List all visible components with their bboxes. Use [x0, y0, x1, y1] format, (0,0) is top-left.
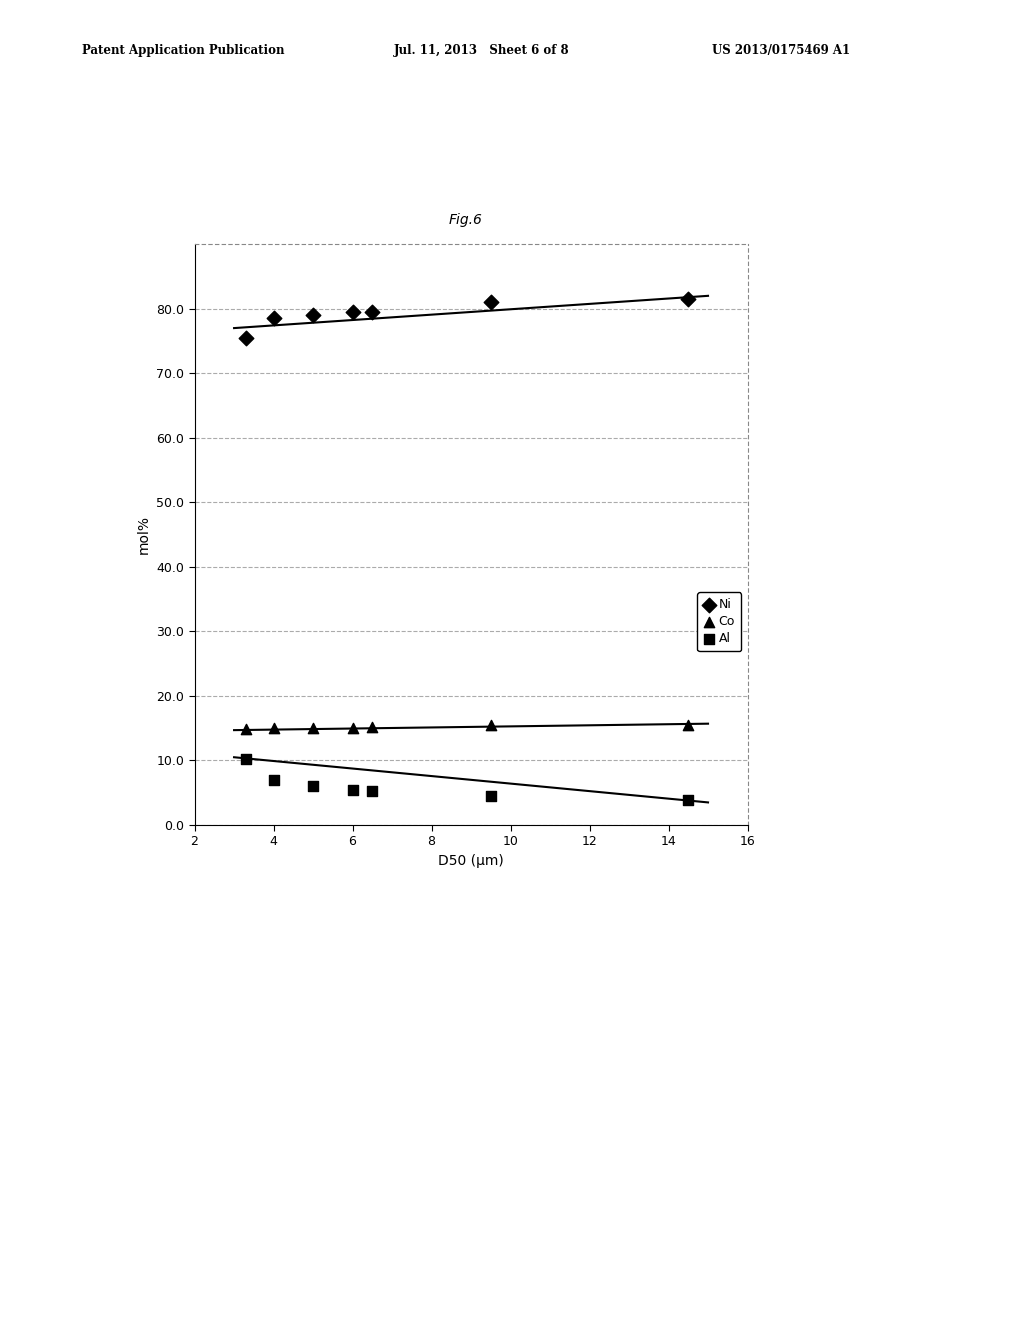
Y-axis label: mol%: mol%: [136, 515, 151, 554]
Al: [265, 770, 282, 791]
Co: [238, 719, 254, 741]
Ni: [344, 301, 360, 322]
Al: [365, 781, 381, 803]
Co: [305, 718, 322, 739]
Co: [365, 717, 381, 738]
Al: [344, 779, 360, 800]
Co: [680, 714, 696, 735]
Al: [305, 776, 322, 797]
Ni: [680, 289, 696, 310]
Co: [344, 718, 360, 739]
Legend: Ni, Co, Al: Ni, Co, Al: [697, 593, 741, 651]
Ni: [305, 305, 322, 326]
Al: [680, 789, 696, 810]
Text: US 2013/0175469 A1: US 2013/0175469 A1: [712, 44, 850, 57]
X-axis label: D50 (μm): D50 (μm): [438, 854, 504, 869]
Ni: [238, 327, 254, 348]
Al: [238, 748, 254, 770]
Text: Fig.6: Fig.6: [449, 213, 483, 227]
Co: [482, 714, 499, 735]
Al: [482, 785, 499, 807]
Text: Patent Application Publication: Patent Application Publication: [82, 44, 285, 57]
Ni: [482, 292, 499, 313]
Text: Jul. 11, 2013   Sheet 6 of 8: Jul. 11, 2013 Sheet 6 of 8: [394, 44, 570, 57]
Co: [265, 718, 282, 739]
Ni: [265, 308, 282, 329]
Ni: [365, 301, 381, 322]
